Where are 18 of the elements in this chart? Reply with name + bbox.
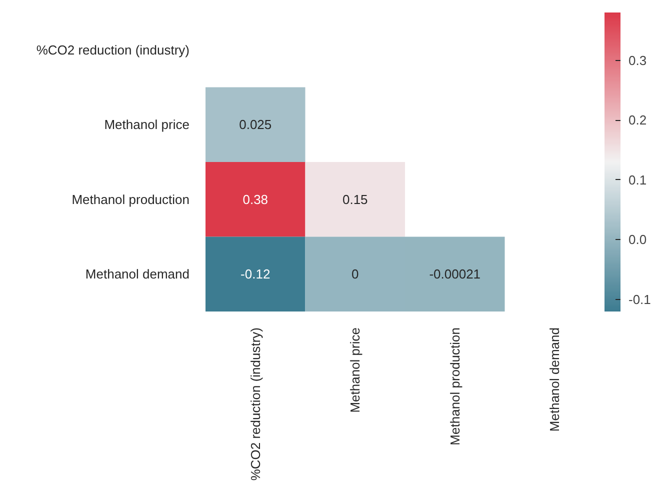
data-label: -0.00021 — [429, 266, 481, 282]
data-label: 0.38 — [242, 192, 268, 207]
color-bar-label: 0.3 — [628, 52, 647, 68]
x-tick-label: Methanol price — [348, 327, 363, 413]
y-tick-label: Methanol production — [72, 192, 190, 207]
x-tick-label: Methanol demand — [547, 327, 562, 432]
y-tick-label: %CO2 reduction (industry) — [36, 42, 190, 58]
y-tick-label: Methanol demand — [85, 266, 190, 282]
color-bar-label: 0.2 — [628, 112, 647, 128]
data-label: -0.12 — [240, 266, 270, 282]
data-label: 0.025 — [239, 117, 272, 132]
x-tick-label: Methanol production — [447, 327, 462, 446]
data-label: 0.15 — [342, 192, 368, 207]
color-bar-label: 0.1 — [628, 172, 647, 188]
data-label: 0 — [352, 266, 359, 282]
color-bar-label: -0.1 — [628, 292, 651, 308]
color-bar-label: 0.0 — [628, 232, 647, 248]
y-tick-label: Methanol price — [104, 117, 190, 132]
